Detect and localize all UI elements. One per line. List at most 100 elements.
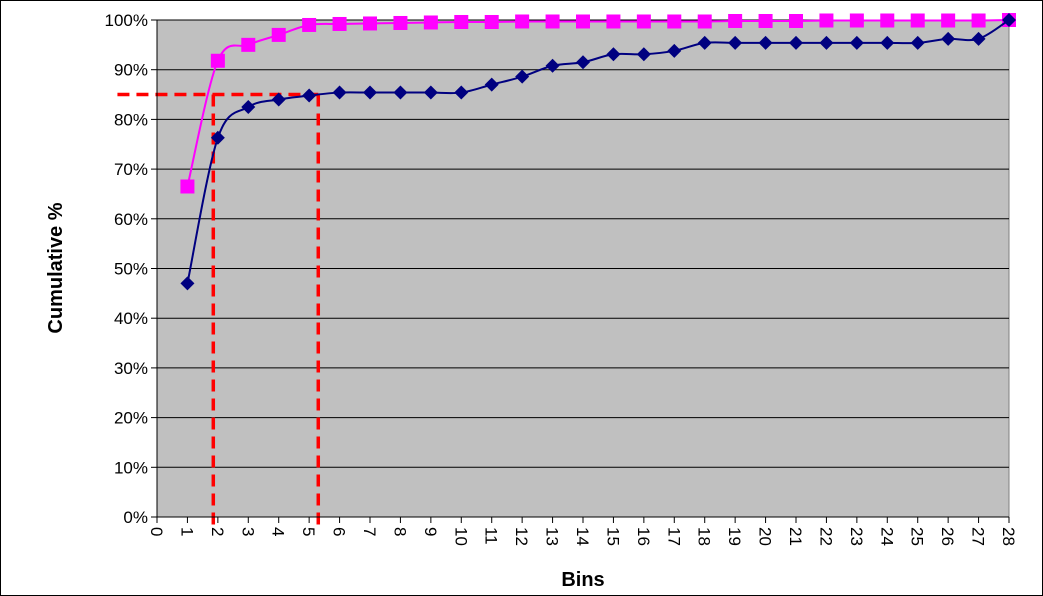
series-2-point-26 xyxy=(941,31,956,46)
y-axis-title: Cumulative % xyxy=(45,202,67,333)
x-tick-label-0: 0 xyxy=(147,527,166,536)
y-tick-label-80: 80% xyxy=(114,110,148,129)
series-1-point-21 xyxy=(789,13,803,28)
series-2-point-6 xyxy=(332,85,347,100)
reference-lines xyxy=(117,92,321,525)
y-tick-label-0: 0% xyxy=(123,508,148,527)
series-1-point-10 xyxy=(454,14,469,29)
y-tick-label-30: 30% xyxy=(114,359,148,378)
x-tick-label-24: 24 xyxy=(877,527,896,546)
x-tick-label-10: 10 xyxy=(451,527,470,546)
y-tick-label-40: 40% xyxy=(114,309,148,328)
x-tick-label-17: 17 xyxy=(664,527,683,546)
y-tick-label-20: 20% xyxy=(114,409,148,428)
series-1-point-20 xyxy=(758,13,773,28)
x-tick-label-16: 16 xyxy=(634,527,653,546)
series-2-point-22 xyxy=(819,35,834,50)
series-1-point-26 xyxy=(941,13,956,28)
series-2-point-18 xyxy=(697,35,712,50)
axes: 0%10%20%30%40%50%60%70%80%90%100%0 1 2 3 4 5 6… xyxy=(105,11,1018,546)
x-tick-label-21: 21 xyxy=(786,527,805,546)
series-1-point-24 xyxy=(880,13,895,28)
y-tick-label-90: 90% xyxy=(114,61,148,80)
series-1-point-27 xyxy=(971,13,986,28)
series-1-point-15 xyxy=(606,14,621,29)
series-2-point-14 xyxy=(576,55,590,70)
series-1-point-8 xyxy=(393,15,408,30)
series-2-point-25 xyxy=(910,35,925,50)
x-axis-title: Bins xyxy=(561,569,604,591)
x-tick-label-13: 13 xyxy=(543,527,562,546)
x-tick-label-5: 5 xyxy=(299,527,318,536)
series-2-point-28 xyxy=(1002,13,1016,27)
x-tick-label-18: 18 xyxy=(695,527,714,546)
series-1-point-14 xyxy=(576,14,590,29)
x-tick-label-8: 8 xyxy=(390,527,409,536)
series-1-point-1 xyxy=(180,179,195,194)
x-tick-label-14: 14 xyxy=(573,527,592,546)
series-1-point-19 xyxy=(728,13,743,28)
series-2-point-24 xyxy=(880,35,895,50)
series-2-point-9 xyxy=(423,85,438,100)
x-tick-label-4: 4 xyxy=(269,527,288,536)
series-1-point-17 xyxy=(667,14,682,29)
x-tick-label-11: 11 xyxy=(482,527,501,545)
series-1-point-3 xyxy=(241,37,256,52)
series-2-point-23 xyxy=(849,35,864,50)
series-2-point-17 xyxy=(667,43,682,58)
series-1-point-7 xyxy=(363,16,377,31)
x-tick-label-9: 9 xyxy=(421,527,440,536)
series-2-point-5 xyxy=(302,88,317,103)
series-2-point-7 xyxy=(363,85,377,100)
series-1-point-5 xyxy=(302,17,317,32)
x-tick-label-27: 27 xyxy=(969,527,988,546)
y-tick-label-10: 10% xyxy=(114,458,148,477)
y-tick-label-100: 100% xyxy=(105,11,148,30)
x-tick-label-6: 6 xyxy=(330,527,349,536)
x-tick-label-23: 23 xyxy=(847,527,866,546)
series-1-point-9 xyxy=(423,15,438,30)
series-2-point-19 xyxy=(728,35,743,50)
series-1-point-6 xyxy=(332,16,347,31)
series-group xyxy=(180,13,1016,291)
series-2-point-12 xyxy=(515,69,530,84)
series-2-point-13 xyxy=(545,58,560,73)
x-tick-label-25: 25 xyxy=(908,527,927,546)
series-2-point-20 xyxy=(758,35,773,50)
series-2-point-16 xyxy=(636,47,651,62)
series-1-point-25 xyxy=(910,13,925,28)
series-2-point-1 xyxy=(180,276,195,291)
series-2-point-27 xyxy=(971,31,986,46)
series-2-point-2 xyxy=(210,130,225,145)
x-tick-label-12: 12 xyxy=(512,527,531,546)
y-tick-label-70: 70% xyxy=(114,160,148,179)
x-tick-label-3: 3 xyxy=(238,527,257,536)
series-1-point-22 xyxy=(819,13,834,28)
series-2-point-3 xyxy=(241,99,256,114)
series-1-point-12 xyxy=(515,14,530,29)
series-1-point-13 xyxy=(545,14,560,29)
series-1-point-2 xyxy=(210,53,225,68)
x-tick-label-26: 26 xyxy=(938,527,957,546)
x-tick-label-28: 28 xyxy=(999,527,1018,546)
series-2-point-15 xyxy=(606,47,621,62)
x-tick-label-19: 19 xyxy=(725,527,744,546)
series-1-point-4 xyxy=(271,27,286,42)
series-2-point-8 xyxy=(393,85,408,100)
series-1-point-18 xyxy=(697,14,712,29)
x-tick-label-20: 20 xyxy=(756,527,775,546)
x-tick-label-22: 22 xyxy=(816,527,835,546)
x-tick-label-15: 15 xyxy=(603,527,622,546)
x-tick-label-7: 7 xyxy=(360,527,379,536)
series-1-point-23 xyxy=(849,13,864,28)
x-tick-label-1: 1 xyxy=(177,527,196,536)
y-tick-label-60: 60% xyxy=(114,210,148,229)
series-2-point-11 xyxy=(484,77,499,92)
series-2-point-4 xyxy=(271,92,286,107)
x-tick-label-2: 2 xyxy=(208,527,227,536)
series-2-point-21 xyxy=(789,35,803,50)
series-2-point-10 xyxy=(454,85,469,100)
series-1-point-11 xyxy=(484,14,499,29)
y-tick-label-50: 50% xyxy=(114,260,148,279)
series-1-point-16 xyxy=(636,14,651,29)
